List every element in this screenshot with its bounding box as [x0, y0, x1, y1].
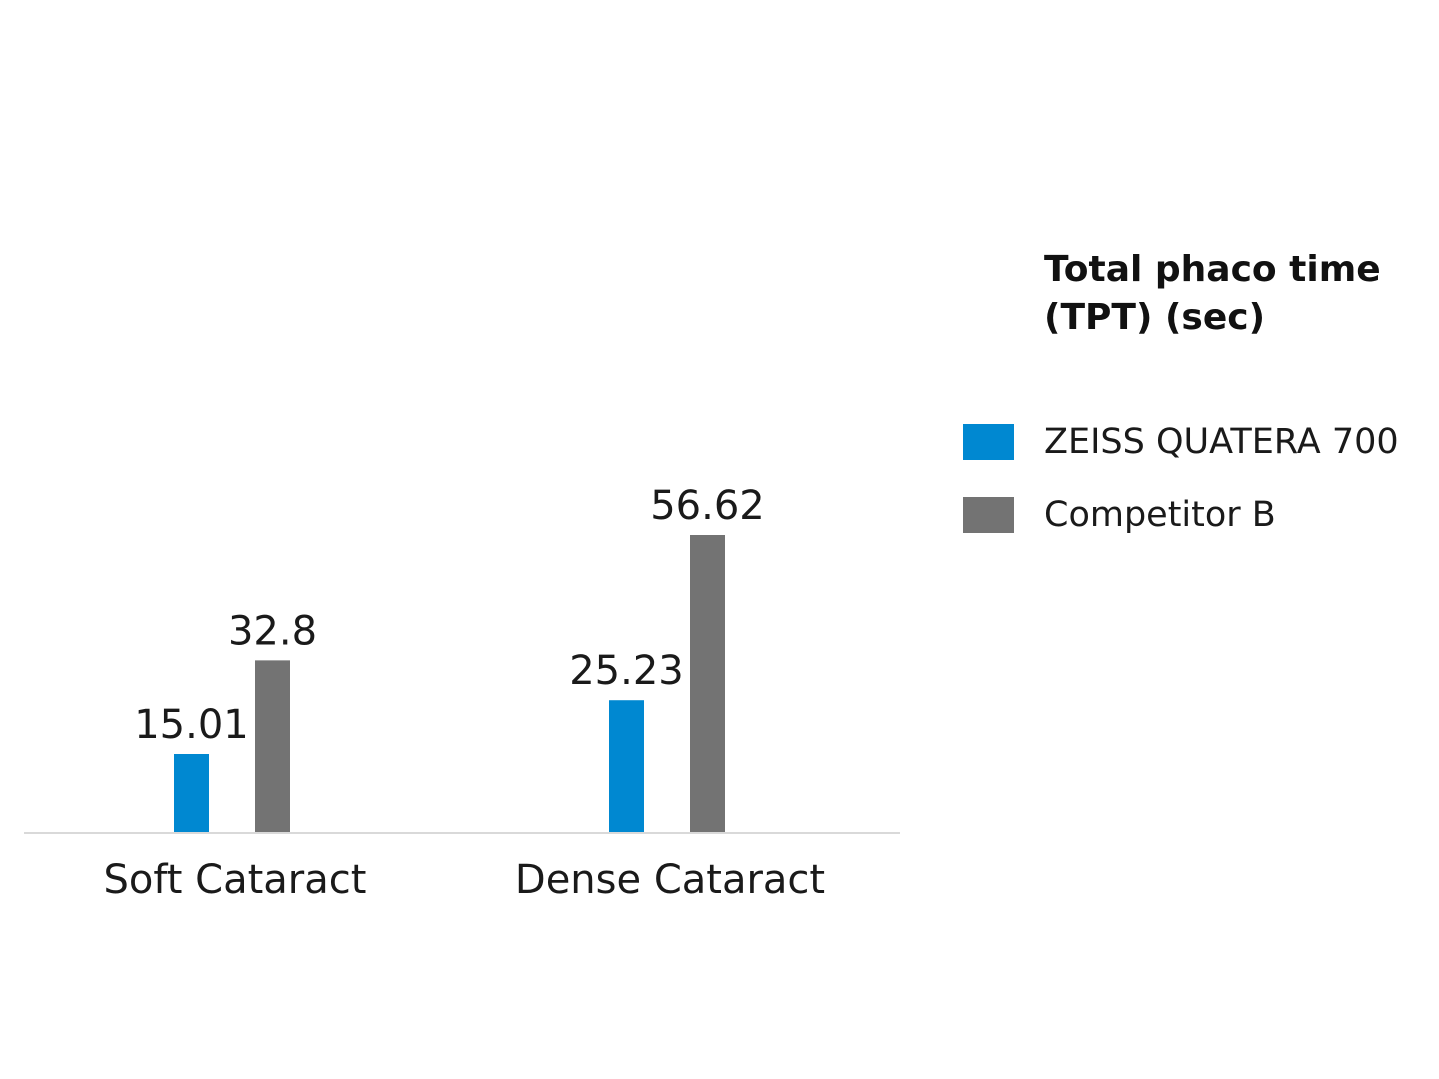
value-label-soft-cataract-zeiss-quatera-700: 15.01: [134, 702, 249, 748]
value-label-dense-cataract-zeiss-quatera-700: 25.23: [569, 648, 684, 694]
legend-item-zeiss: ZEISS QUATERA 700: [963, 420, 1399, 464]
category-labels-layer: Soft Cataract Dense Cataract: [104, 857, 826, 903]
legend-swatch-zeiss: [963, 424, 1014, 460]
category-label-dense-cataract: Dense Cataract: [515, 857, 825, 903]
chart-title: Total phaco time (TPT) (sec): [1044, 249, 1381, 338]
bars-layer: [174, 535, 725, 833]
bar-soft-cataract-competitor-b: [255, 660, 290, 833]
bar-dense-cataract-zeiss-quatera-700: [609, 700, 644, 833]
value-labels-layer: 15.01 32.8 25.23 56.62: [134, 483, 765, 748]
value-label-soft-cataract-competitor-b: 32.8: [228, 608, 317, 654]
value-label-dense-cataract-competitor-b: 56.62: [650, 483, 765, 529]
legend-label-zeiss: ZEISS QUATERA 700: [1044, 422, 1399, 462]
category-label-soft-cataract: Soft Cataract: [104, 857, 367, 903]
legend: ZEISS QUATERA 700 Competitor B: [963, 420, 1399, 566]
legend-swatch-competitor-b: [963, 497, 1014, 533]
bar-dense-cataract-competitor-b: [690, 535, 725, 833]
legend-label-competitor-b: Competitor B: [1044, 495, 1276, 535]
bar-soft-cataract-zeiss-quatera-700: [174, 754, 209, 833]
legend-item-competitor-b: Competitor B: [963, 493, 1399, 537]
